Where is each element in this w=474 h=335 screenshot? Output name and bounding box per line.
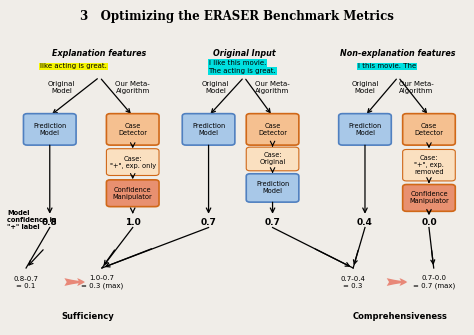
- FancyBboxPatch shape: [402, 185, 455, 211]
- Text: 0.4: 0.4: [357, 218, 373, 227]
- Text: Prediction
Model: Prediction Model: [192, 123, 225, 136]
- FancyBboxPatch shape: [23, 114, 76, 145]
- FancyBboxPatch shape: [182, 114, 235, 145]
- Text: Non-explanation features: Non-explanation features: [340, 49, 456, 58]
- Text: Our Meta-
Algorithm: Our Meta- Algorithm: [255, 81, 290, 94]
- Text: Comprehensiveness: Comprehensiveness: [353, 312, 448, 321]
- Text: Case
Detector: Case Detector: [414, 123, 444, 136]
- FancyBboxPatch shape: [106, 114, 159, 145]
- Text: Case
Detector: Case Detector: [118, 123, 147, 136]
- Text: like acting is great.: like acting is great.: [40, 63, 107, 69]
- Text: Confidence
Manipulator: Confidence Manipulator: [409, 191, 449, 204]
- Text: The acting is great.: The acting is great.: [209, 68, 276, 74]
- Text: Prediction
Model: Prediction Model: [33, 123, 66, 136]
- Text: Case:
"+", exp. only: Case: "+", exp. only: [109, 155, 156, 169]
- Text: 0.7: 0.7: [201, 218, 217, 227]
- Text: 1.0-0.7
= 0.3 (max): 1.0-0.7 = 0.3 (max): [81, 275, 123, 289]
- FancyBboxPatch shape: [338, 114, 391, 145]
- Text: 0.0: 0.0: [421, 218, 437, 227]
- Text: 0.8: 0.8: [42, 218, 58, 227]
- Text: 0.7-0.0
= 0.7 (max): 0.7-0.0 = 0.7 (max): [412, 275, 455, 289]
- Text: 0.8-0.7
= 0.1: 0.8-0.7 = 0.1: [14, 275, 38, 288]
- Text: Original
Model: Original Model: [202, 81, 229, 94]
- FancyBboxPatch shape: [402, 149, 455, 181]
- FancyBboxPatch shape: [246, 174, 299, 202]
- Text: Case:
"+", exp.
removed: Case: "+", exp. removed: [414, 155, 444, 175]
- FancyBboxPatch shape: [246, 114, 299, 145]
- Text: 0.7: 0.7: [264, 218, 281, 227]
- Text: I like this movie.: I like this movie.: [209, 60, 266, 66]
- Text: Prediction
Model: Prediction Model: [256, 182, 289, 194]
- Text: I this movie. The: I this movie. The: [358, 63, 416, 69]
- Text: 3   Optimizing the ERASER Benchmark Metrics: 3 Optimizing the ERASER Benchmark Metric…: [80, 10, 394, 23]
- FancyBboxPatch shape: [246, 147, 299, 171]
- Text: Original
Model: Original Model: [48, 81, 75, 94]
- Text: Case:
Original: Case: Original: [259, 152, 286, 165]
- Text: Our Meta-
Algorithm: Our Meta- Algorithm: [115, 81, 150, 94]
- Text: 0.7-0.4
= 0.3: 0.7-0.4 = 0.3: [341, 275, 365, 288]
- Text: Original
Model: Original Model: [351, 81, 379, 94]
- Text: Confidence
Manipulator: Confidence Manipulator: [113, 187, 153, 200]
- FancyBboxPatch shape: [106, 180, 159, 207]
- FancyBboxPatch shape: [106, 149, 159, 176]
- Text: Original Input: Original Input: [213, 49, 275, 58]
- Text: Prediction
Model: Prediction Model: [348, 123, 382, 136]
- Text: Model
confidence in
"+" label: Model confidence in "+" label: [7, 210, 56, 230]
- Text: Sufficiency: Sufficiency: [61, 312, 114, 321]
- Text: Our Meta-
Algorithm: Our Meta- Algorithm: [399, 81, 434, 94]
- Text: 1.0: 1.0: [125, 218, 141, 227]
- Text: Case
Detector: Case Detector: [258, 123, 287, 136]
- FancyBboxPatch shape: [402, 114, 455, 145]
- Text: Explanation features: Explanation features: [53, 49, 146, 58]
